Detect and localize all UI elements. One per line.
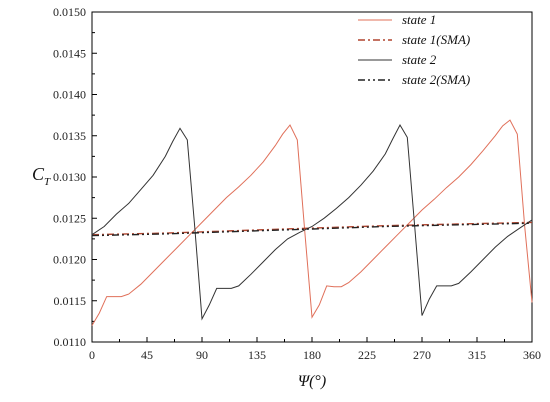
legend: state 1 state 1(SMA) state 2 state 2(SMA) — [358, 12, 470, 87]
y-tick-label: 0.0135 — [53, 129, 86, 143]
y-tick-label: 0.0140 — [53, 88, 86, 102]
y-axis-title-main: C — [32, 164, 45, 184]
y-tick-label: 0.0115 — [53, 294, 86, 308]
legend-label: state 2(SMA) — [402, 72, 470, 87]
y-tick-label: 0.0120 — [53, 253, 86, 267]
y-axis-title: CT — [32, 164, 51, 188]
y-tick-label: 0.0130 — [53, 170, 86, 184]
x-tick-label: 180 — [303, 348, 321, 362]
series-line-2 — [91, 221, 533, 236]
legend-label: state 1(SMA) — [402, 32, 470, 47]
x-tick-label: 135 — [248, 348, 266, 362]
plot-frame — [91, 11, 533, 343]
x-tick-label: 225 — [358, 348, 376, 362]
y-tick-label: 0.0110 — [53, 335, 86, 349]
y-tick-label: 0.0145 — [53, 46, 86, 60]
y-axis-ticks: 0.0110 0.0115 0.0120 0.0125 0.0130 0.0135 0.01… — [53, 5, 97, 349]
x-tick-label: 315 — [468, 348, 486, 362]
x-axis-ticks: 0 45 90 135 180 225 270 315 360 — [89, 337, 541, 362]
x-tick-label: 0 — [89, 348, 95, 362]
series-line-1 — [91, 119, 533, 326]
x-tick-label: 360 — [523, 348, 541, 362]
y-axis-title-sub: T — [44, 176, 51, 188]
y-tick-label: 0.0150 — [53, 5, 86, 19]
x-tick-label: 270 — [413, 348, 431, 362]
legend-label: state 2 — [402, 52, 437, 67]
series-layer — [91, 119, 533, 326]
series-line-4 — [91, 222, 533, 237]
x-tick-label: 45 — [141, 348, 153, 362]
series-line-3 — [91, 123, 533, 321]
y-tick-label: 0.0125 — [53, 211, 86, 225]
x-axis-title: Ψ(°) — [298, 373, 326, 390]
x-tick-label: 90 — [196, 348, 208, 362]
legend-label: state 1 — [402, 12, 436, 27]
